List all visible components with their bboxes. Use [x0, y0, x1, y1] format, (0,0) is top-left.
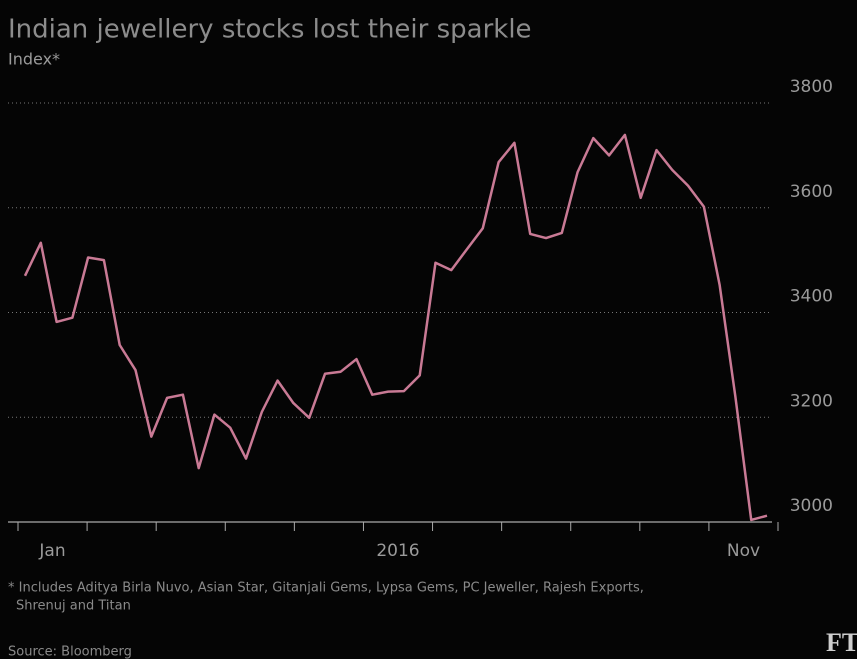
source: Source: Bloomberg: [8, 645, 132, 659]
x-tick-label: Jan: [38, 541, 65, 561]
y-tick-label: 3000: [790, 496, 833, 516]
chart-subtitle: Index*: [8, 50, 60, 69]
footnote: * Includes Aditya Birla Nuvo, Asian Star…: [8, 581, 644, 596]
y-tick-label: 3400: [790, 287, 833, 307]
line: [23, 133, 768, 522]
y-tick-label: 3200: [790, 391, 833, 411]
x-tick-label: 2016: [376, 541, 419, 561]
footnote: Shrenuj and Titan: [16, 599, 131, 614]
chart-title: Indian jewellery stocks lost their spark…: [8, 15, 532, 45]
y-tick-label: 3600: [790, 182, 833, 202]
x-tick-label: Nov: [727, 541, 760, 561]
y-tick-label: 3800: [790, 77, 833, 97]
logo: FT: [826, 628, 857, 657]
